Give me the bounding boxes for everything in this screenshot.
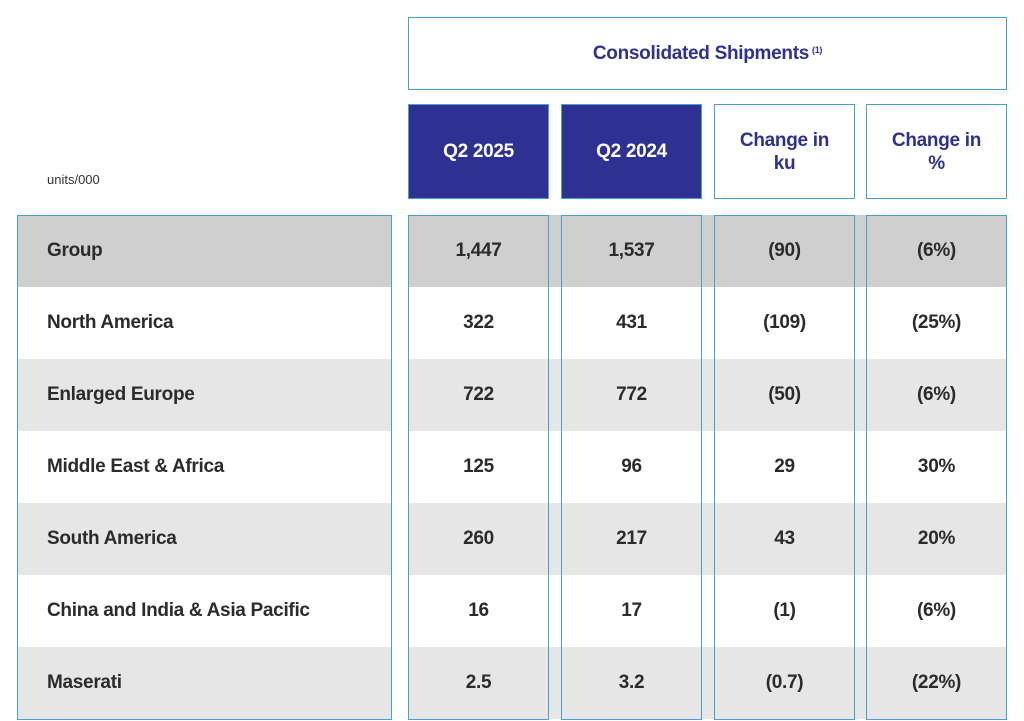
table-row-values-bg: [408, 287, 1007, 359]
cell-q2-2024: 772: [616, 384, 647, 405]
table-row: [17, 287, 392, 359]
cell-change-ku: (50): [768, 384, 801, 405]
row-label: Group: [47, 240, 103, 261]
row-label: North America: [47, 312, 174, 333]
cell-q2-2024: 431: [616, 312, 647, 333]
cell-change-ku: (1): [773, 600, 796, 621]
cell-change-percent: 30%: [917, 456, 956, 477]
cell-change-ku: (0.7): [765, 672, 804, 693]
cell-q2-2025: 16: [468, 600, 489, 621]
cell-q2-2024: 17: [621, 600, 642, 621]
cell-q2-2025: 1,447: [455, 240, 502, 261]
table-row: [17, 359, 392, 431]
table-row: [17, 431, 392, 503]
cell-change-ku: (90): [768, 240, 801, 261]
row-label: South America: [47, 528, 177, 549]
footnote-marker: (1): [812, 44, 823, 55]
table-row: [17, 575, 392, 647]
cell-change-percent: (6%): [917, 384, 956, 405]
cell-change-ku: (109): [763, 312, 806, 333]
cell-q2-2025: 260: [463, 528, 494, 549]
table-row-values-bg: [408, 215, 1007, 287]
cell-change-ku: 43: [774, 528, 795, 549]
row-label: Middle East & Africa: [47, 456, 225, 477]
cell-change-percent: 20%: [917, 528, 956, 549]
cell-q2-2025: 125: [463, 456, 494, 477]
row-label: China and India & Asia Pacific: [47, 600, 310, 621]
table-row-values-bg: [408, 503, 1007, 575]
cell-change-percent: (22%): [911, 672, 962, 693]
cell-q2-2025: 2.5: [465, 672, 492, 693]
consolidated-shipments-title: Consolidated Shipments: [592, 42, 810, 64]
cell-q2-2025: 322: [463, 312, 494, 333]
cell-q2-2025: 722: [463, 384, 494, 405]
column-header-change-percent: Change in %: [866, 104, 1007, 199]
units-label: units/000: [47, 172, 100, 187]
cell-change-percent: (25%): [911, 312, 962, 333]
row-label: Enlarged Europe: [47, 384, 195, 405]
table-row-values-bg: [408, 431, 1007, 503]
table-row: [17, 503, 392, 575]
cell-q2-2024: 1,537: [608, 240, 655, 261]
consolidated-shipments-header: Consolidated Shipments (1): [408, 17, 1007, 90]
table-row-values-bg: [408, 359, 1007, 431]
table-row-values-bg: [408, 575, 1007, 647]
cell-q2-2024: 96: [621, 456, 642, 477]
cell-change-percent: (6%): [917, 600, 956, 621]
column-header-q2-2024: Q2 2024: [561, 104, 702, 199]
cell-change-ku: 29: [774, 456, 795, 477]
cell-change-percent: (6%): [917, 240, 956, 261]
cell-q2-2024: 217: [616, 528, 647, 549]
row-label: Maserati: [47, 672, 122, 693]
column-header-change-ku: Change in ku: [714, 104, 855, 199]
cell-q2-2024: 3.2: [618, 672, 645, 693]
table-row: [17, 647, 392, 719]
column-header-q2-2025: Q2 2025: [408, 104, 549, 199]
table-row: [17, 215, 392, 287]
table-row-values-bg: [408, 647, 1007, 719]
